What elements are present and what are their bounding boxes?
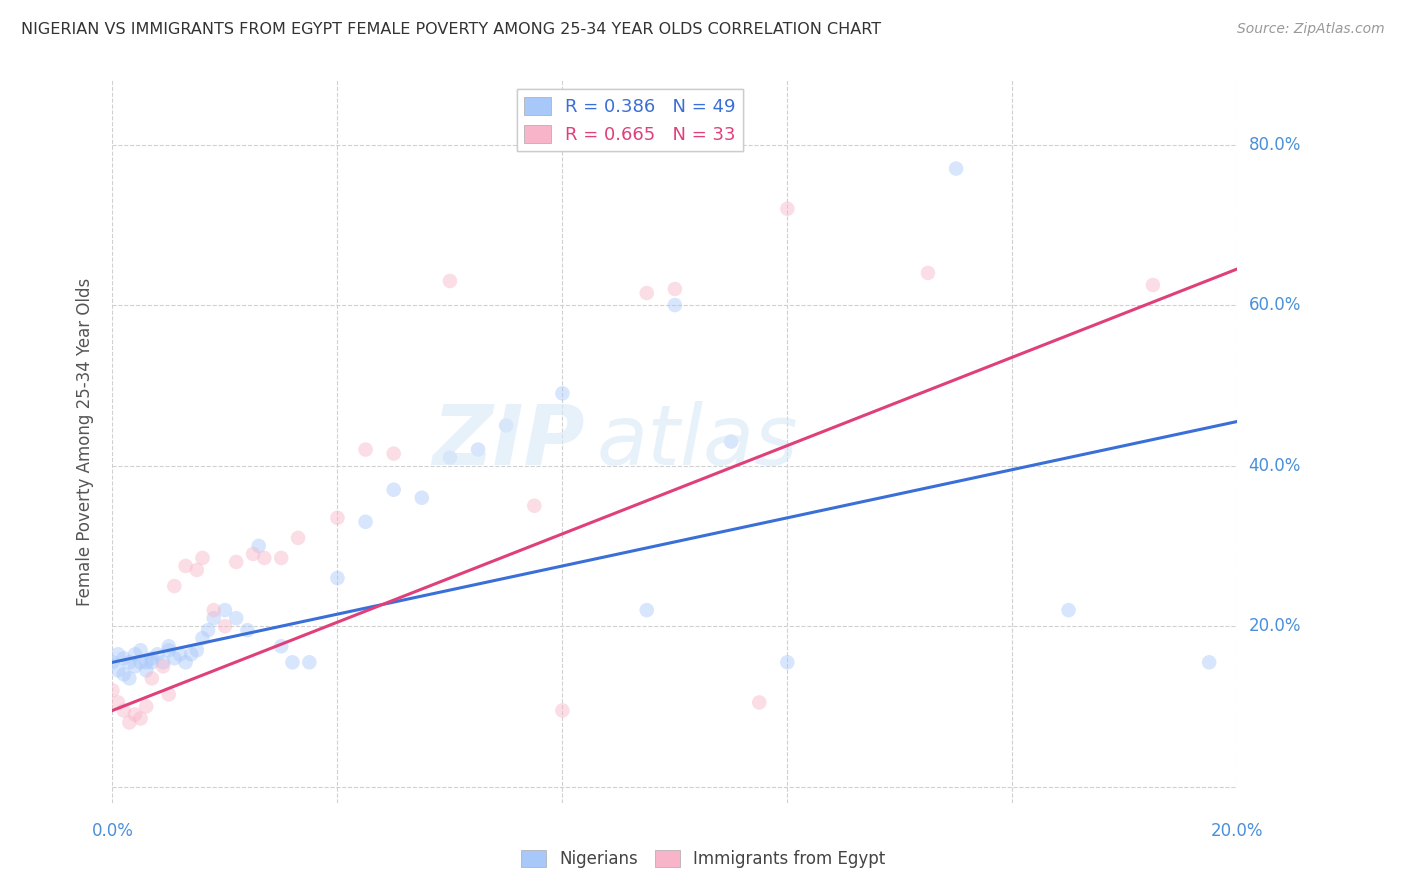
Point [467, 442, 489, 457]
Point [146, 648, 169, 662]
Point [135, 655, 157, 669]
Point [776, 202, 799, 216]
Point [191, 632, 214, 646]
Point [107, 648, 129, 662]
Point [163, 579, 186, 593]
Point [124, 659, 146, 673]
Point [1057, 603, 1080, 617]
Point [214, 619, 236, 633]
Legend: Nigerians, Immigrants from Egypt: Nigerians, Immigrants from Egypt [515, 843, 891, 875]
Point [439, 274, 461, 288]
Point [287, 531, 309, 545]
Point [118, 655, 141, 669]
Point [1198, 655, 1220, 669]
Point [495, 418, 517, 433]
Text: Source: ZipAtlas.com: Source: ZipAtlas.com [1237, 22, 1385, 37]
Text: 20.0%: 20.0% [1211, 822, 1264, 840]
Legend: R = 0.386   N = 49, R = 0.665   N = 33: R = 0.386 N = 49, R = 0.665 N = 33 [516, 89, 744, 152]
Point [776, 655, 799, 669]
Point [945, 161, 967, 176]
Point [174, 558, 197, 573]
Point [354, 515, 377, 529]
Point [118, 715, 141, 730]
Point [225, 611, 247, 625]
Point [236, 623, 259, 637]
Point [118, 671, 141, 685]
Point [124, 648, 146, 662]
Point [107, 696, 129, 710]
Text: 20.0%: 20.0% [1249, 617, 1301, 635]
Point [163, 651, 186, 665]
Point [157, 687, 180, 701]
Point [242, 547, 264, 561]
Point [247, 539, 270, 553]
Point [135, 664, 157, 678]
Point [107, 664, 129, 678]
Point [382, 483, 405, 497]
Point [354, 442, 377, 457]
Point [186, 643, 208, 657]
Point [225, 555, 247, 569]
Point [214, 603, 236, 617]
Point [152, 659, 174, 673]
Point [748, 696, 770, 710]
Text: NIGERIAN VS IMMIGRANTS FROM EGYPT FEMALE POVERTY AMONG 25-34 YEAR OLDS CORRELATI: NIGERIAN VS IMMIGRANTS FROM EGYPT FEMALE… [21, 22, 882, 37]
Point [326, 510, 349, 524]
Point [326, 571, 349, 585]
Point [411, 491, 433, 505]
Point [917, 266, 939, 280]
Point [202, 603, 225, 617]
Point [270, 551, 292, 566]
Point [135, 699, 157, 714]
Point [112, 703, 135, 717]
Point [180, 648, 202, 662]
Y-axis label: Female Poverty Among 25-34 Year Olds: Female Poverty Among 25-34 Year Olds [76, 277, 94, 606]
Text: atlas: atlas [596, 401, 797, 482]
Text: 60.0%: 60.0% [1249, 296, 1301, 314]
Point [664, 298, 686, 312]
Point [129, 655, 152, 669]
Point [191, 551, 214, 566]
Point [253, 551, 276, 566]
Point [152, 655, 174, 669]
Point [636, 285, 658, 300]
Point [141, 651, 163, 665]
Point [551, 386, 574, 401]
Point [169, 648, 191, 662]
Point [197, 623, 219, 637]
Point [141, 671, 163, 685]
Point [523, 499, 546, 513]
Point [112, 651, 135, 665]
Point [157, 639, 180, 653]
Point [124, 707, 146, 722]
Point [141, 655, 163, 669]
Point [129, 643, 152, 657]
Point [298, 655, 321, 669]
Point [1142, 277, 1164, 292]
Point [664, 282, 686, 296]
Point [270, 639, 292, 653]
Text: 40.0%: 40.0% [1249, 457, 1301, 475]
Point [112, 667, 135, 681]
Point [439, 450, 461, 465]
Text: ZIP: ZIP [432, 401, 585, 482]
Text: 80.0%: 80.0% [1249, 136, 1301, 153]
Point [186, 563, 208, 577]
Point [281, 655, 304, 669]
Point [202, 611, 225, 625]
Point [101, 655, 124, 669]
Text: 0.0%: 0.0% [91, 822, 134, 840]
Point [157, 643, 180, 657]
Point [636, 603, 658, 617]
Point [720, 434, 742, 449]
Point [174, 655, 197, 669]
Point [101, 683, 124, 698]
Point [129, 712, 152, 726]
Point [382, 446, 405, 460]
Point [551, 703, 574, 717]
